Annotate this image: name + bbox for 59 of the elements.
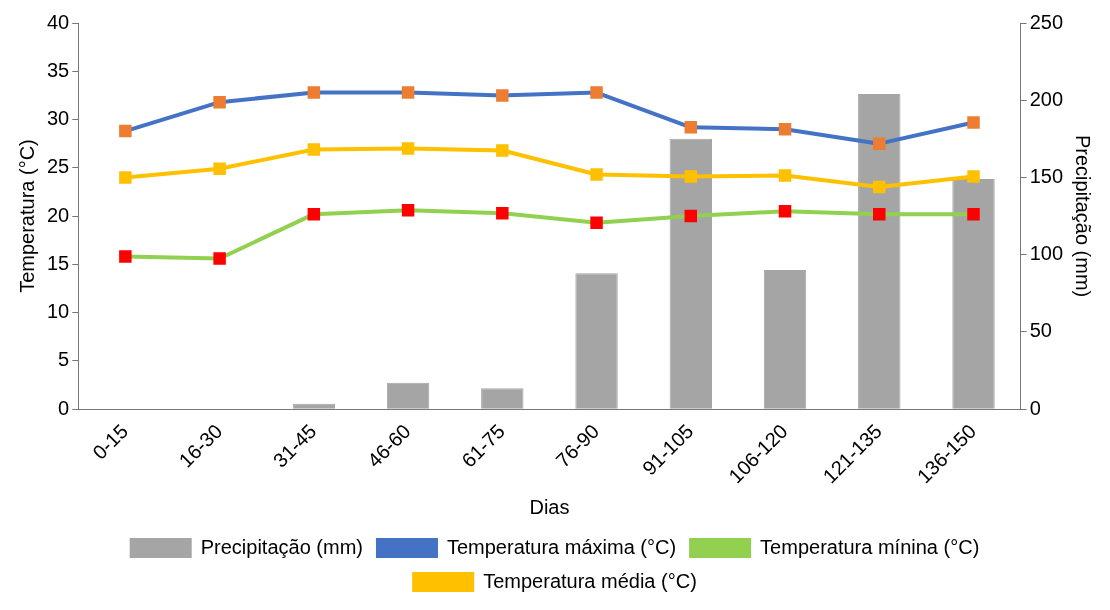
point <box>778 122 792 136</box>
y-tick-label: 25 <box>47 155 70 178</box>
x-axis-title: Dias <box>529 495 570 518</box>
point <box>873 207 886 221</box>
point <box>119 250 132 263</box>
bar <box>386 382 430 409</box>
y2-tick-label: 200 <box>1029 87 1064 110</box>
point <box>684 121 698 134</box>
y-tick-label: 30 <box>47 107 70 130</box>
y2-axis-title: Precipitação (mm) <box>1072 134 1095 298</box>
bar <box>669 138 712 409</box>
bar <box>858 94 901 409</box>
point <box>401 204 415 217</box>
point <box>496 144 509 157</box>
point <box>401 86 415 99</box>
point <box>590 216 603 230</box>
point <box>119 124 132 138</box>
point <box>496 206 509 220</box>
point <box>684 170 698 183</box>
point <box>873 180 886 194</box>
point <box>119 171 132 184</box>
point <box>213 252 226 265</box>
y2-tick-label: 50 <box>1029 319 1052 342</box>
legend-label: Precipitação (mm) <box>200 535 363 558</box>
y-tick-label: 5 <box>58 348 70 371</box>
y-tick-label: 35 <box>47 58 70 81</box>
y-tick-label: 10 <box>47 300 70 323</box>
point <box>967 170 980 183</box>
point <box>307 86 321 99</box>
y2-tick-label: 150 <box>1029 164 1064 187</box>
point <box>684 209 698 223</box>
y2-tick-label: 250 <box>1029 10 1064 33</box>
y-tick-label: 40 <box>47 10 70 33</box>
point <box>213 95 226 109</box>
point <box>873 137 886 150</box>
legend-label: Temperatura máxima (°C) <box>446 535 677 558</box>
y-tick-label: 15 <box>47 251 70 274</box>
point <box>213 162 226 176</box>
point <box>401 142 415 155</box>
point <box>590 86 603 99</box>
point <box>307 207 321 221</box>
bar <box>952 179 995 409</box>
y-tick-label: 0 <box>58 396 70 419</box>
point <box>778 169 792 182</box>
bar <box>575 273 618 409</box>
y2-tick-label: 100 <box>1029 242 1064 265</box>
legend-label: Temperatura média (°C) <box>483 569 697 592</box>
bar <box>763 270 807 409</box>
point <box>778 205 792 218</box>
y-axis-title: Temperatura (°C) <box>15 139 38 293</box>
point <box>307 143 321 156</box>
bar <box>481 388 524 409</box>
legend-label: Temperatura mínina (°C) <box>760 535 980 558</box>
point <box>590 168 603 181</box>
point <box>967 207 980 221</box>
y-tick-label: 20 <box>47 203 70 226</box>
y2-tick-label: 0 <box>1029 396 1041 419</box>
point <box>496 89 509 102</box>
point <box>967 116 980 129</box>
